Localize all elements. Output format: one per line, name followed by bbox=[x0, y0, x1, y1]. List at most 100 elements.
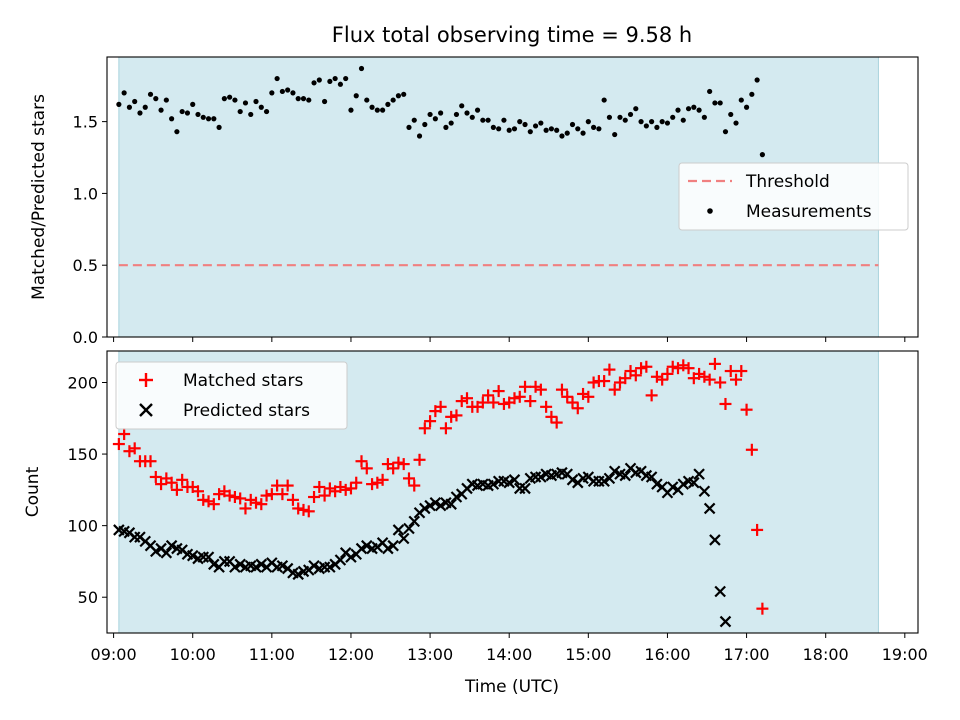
x-tick-label: 09:00 bbox=[91, 645, 137, 664]
measurement-point bbox=[738, 97, 744, 103]
predicted-star-marker bbox=[445, 498, 457, 510]
measurement-point bbox=[174, 129, 180, 135]
matched-star-marker bbox=[165, 476, 178, 489]
matched-star-marker bbox=[497, 397, 510, 410]
measurement-point bbox=[438, 110, 444, 116]
count-legend-box bbox=[115, 361, 348, 430]
count-y-tick-label: 150 bbox=[67, 445, 98, 464]
measurement-point bbox=[300, 96, 307, 102]
measurement-point bbox=[538, 120, 544, 126]
matched-star-marker bbox=[703, 373, 716, 386]
measurement-point bbox=[580, 130, 586, 136]
measurement-point bbox=[311, 80, 317, 86]
measurement-point bbox=[263, 108, 270, 115]
matched-star-marker bbox=[392, 456, 405, 469]
measurement-point bbox=[374, 107, 380, 113]
predicted-star-marker bbox=[202, 551, 215, 563]
measurement-point bbox=[717, 100, 723, 106]
measurement-point bbox=[116, 101, 122, 107]
measurement-point bbox=[522, 121, 528, 128]
measurement-point bbox=[169, 116, 175, 122]
measurement-point bbox=[543, 127, 549, 133]
measurement-point bbox=[121, 90, 127, 96]
count-legend: Matched stars Predicted stars bbox=[115, 361, 348, 430]
matched-star-marker bbox=[276, 488, 289, 501]
matched-star-marker bbox=[434, 400, 447, 413]
matched-star-marker bbox=[360, 462, 373, 475]
measurement-point bbox=[685, 106, 692, 112]
matched-star-marker bbox=[424, 415, 437, 428]
matched-star-marker bbox=[745, 443, 758, 456]
predicted-star-marker bbox=[160, 547, 173, 559]
measurement-point bbox=[295, 96, 301, 102]
x-tick-label: 10:00 bbox=[170, 645, 216, 664]
matched-star-marker bbox=[376, 473, 389, 486]
measurement-point bbox=[427, 111, 433, 118]
measurement-point bbox=[754, 77, 760, 83]
measurement-point bbox=[337, 81, 344, 87]
matched-star-marker bbox=[650, 370, 663, 383]
measurement-point bbox=[353, 93, 359, 99]
measurement-point bbox=[564, 130, 570, 136]
matched-star-marker bbox=[582, 390, 595, 403]
measurement-point bbox=[290, 90, 296, 96]
measurement-point bbox=[184, 110, 191, 116]
measurement-point bbox=[733, 120, 739, 126]
measurement-point bbox=[617, 114, 623, 120]
matched-star-marker bbox=[155, 478, 168, 491]
measurement-point bbox=[327, 78, 333, 85]
matched-star-marker bbox=[534, 383, 547, 396]
measurement-point bbox=[190, 101, 196, 107]
matched-star-marker bbox=[397, 458, 410, 471]
measurement-point bbox=[448, 120, 454, 126]
measurement-point bbox=[411, 117, 417, 123]
measurement-point bbox=[501, 117, 507, 123]
matched-star-marker bbox=[693, 367, 706, 380]
measurement-point bbox=[237, 108, 243, 115]
measurement-point bbox=[722, 129, 729, 135]
measurement-point bbox=[321, 98, 328, 105]
predicted-star-marker bbox=[619, 469, 632, 482]
measurement-point bbox=[511, 126, 518, 132]
measurement-point bbox=[269, 90, 275, 96]
x-tick-label: 18:00 bbox=[803, 645, 849, 664]
count-y-tick-label: 50 bbox=[78, 588, 98, 607]
matched-star-marker bbox=[708, 357, 721, 370]
predicted-star-marker bbox=[688, 476, 700, 489]
matched-star-marker bbox=[418, 422, 431, 435]
matched-stars-markers bbox=[112, 357, 769, 615]
matched-star-marker bbox=[355, 455, 368, 468]
measurement-point bbox=[591, 124, 597, 130]
measurement-point bbox=[469, 114, 475, 120]
matched-star-marker bbox=[191, 485, 204, 498]
measurement-point bbox=[200, 114, 206, 120]
x-tick-label: 12:00 bbox=[328, 645, 374, 664]
matched-star-marker bbox=[344, 482, 357, 495]
measurement-point bbox=[601, 97, 607, 103]
predicted-star-marker bbox=[714, 585, 726, 598]
x-tick-label: 14:00 bbox=[486, 645, 532, 664]
matched-star-marker bbox=[408, 479, 421, 492]
measurement-point bbox=[643, 123, 649, 129]
measurement-point bbox=[242, 100, 249, 106]
matched-star-marker bbox=[202, 495, 215, 508]
measurement-point bbox=[406, 124, 412, 130]
measurement-point bbox=[142, 104, 148, 110]
measurement-point bbox=[527, 129, 533, 135]
matched-star-marker bbox=[371, 476, 384, 489]
ratio-y-tick-label: 0.5 bbox=[73, 256, 98, 275]
matched-star-marker bbox=[228, 491, 241, 504]
count-axis-ticks: 50 100 150 200 09:00 10:00 11:00 12:00 13:00 14:0… bbox=[67, 373, 927, 664]
measurement-point bbox=[227, 94, 233, 100]
matched-star-marker bbox=[250, 496, 263, 509]
measurement-point bbox=[638, 119, 644, 125]
matched-star-marker bbox=[223, 489, 236, 502]
matched-star-marker bbox=[566, 396, 579, 409]
measurement-point bbox=[416, 133, 423, 139]
matched-star-marker bbox=[123, 445, 136, 458]
x-tick-label: 16:00 bbox=[644, 645, 690, 664]
predicted-star-marker bbox=[693, 468, 705, 480]
matched-star-marker bbox=[608, 383, 621, 396]
count-axes-frame bbox=[106, 350, 919, 634]
